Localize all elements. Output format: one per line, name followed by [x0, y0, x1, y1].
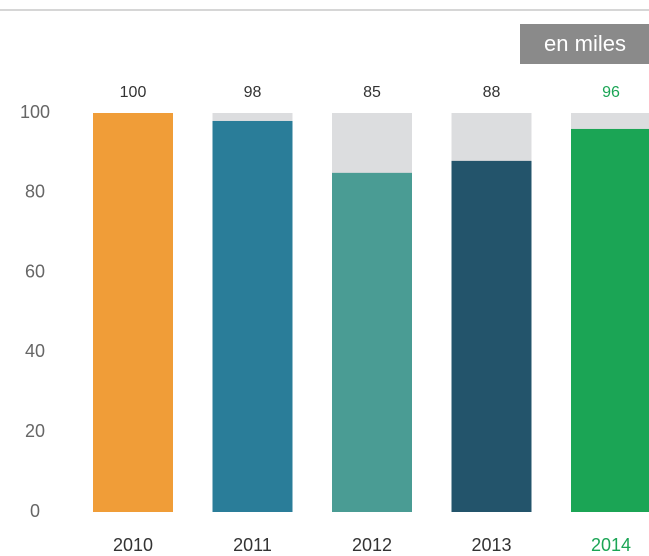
x-tick-label: 2012 — [352, 535, 392, 555]
y-tick-label: 0 — [30, 501, 40, 521]
bar — [451, 160, 532, 512]
value-label: 100 — [120, 84, 147, 101]
bar — [93, 113, 173, 512]
unit-badge — [520, 24, 649, 64]
unit-label: en miles — [544, 31, 626, 56]
y-tick-label: 40 — [25, 341, 45, 361]
value-label: 96 — [602, 84, 620, 101]
y-tick-label: 60 — [25, 261, 45, 281]
x-tick-label: 2013 — [471, 535, 511, 555]
x-tick-label: 2010 — [113, 535, 153, 555]
y-tick-label: 20 — [25, 421, 45, 441]
y-tick-label: 100 — [20, 102, 50, 122]
bar — [212, 120, 293, 512]
value-label: 98 — [244, 84, 262, 101]
value-label: 85 — [363, 84, 381, 101]
x-tick-label: 2011 — [233, 535, 272, 555]
y-tick-label: 80 — [25, 182, 45, 202]
bar — [571, 128, 649, 512]
value-label: 88 — [483, 84, 501, 101]
bar — [332, 172, 412, 512]
x-tick-label: 2014 — [591, 535, 631, 555]
